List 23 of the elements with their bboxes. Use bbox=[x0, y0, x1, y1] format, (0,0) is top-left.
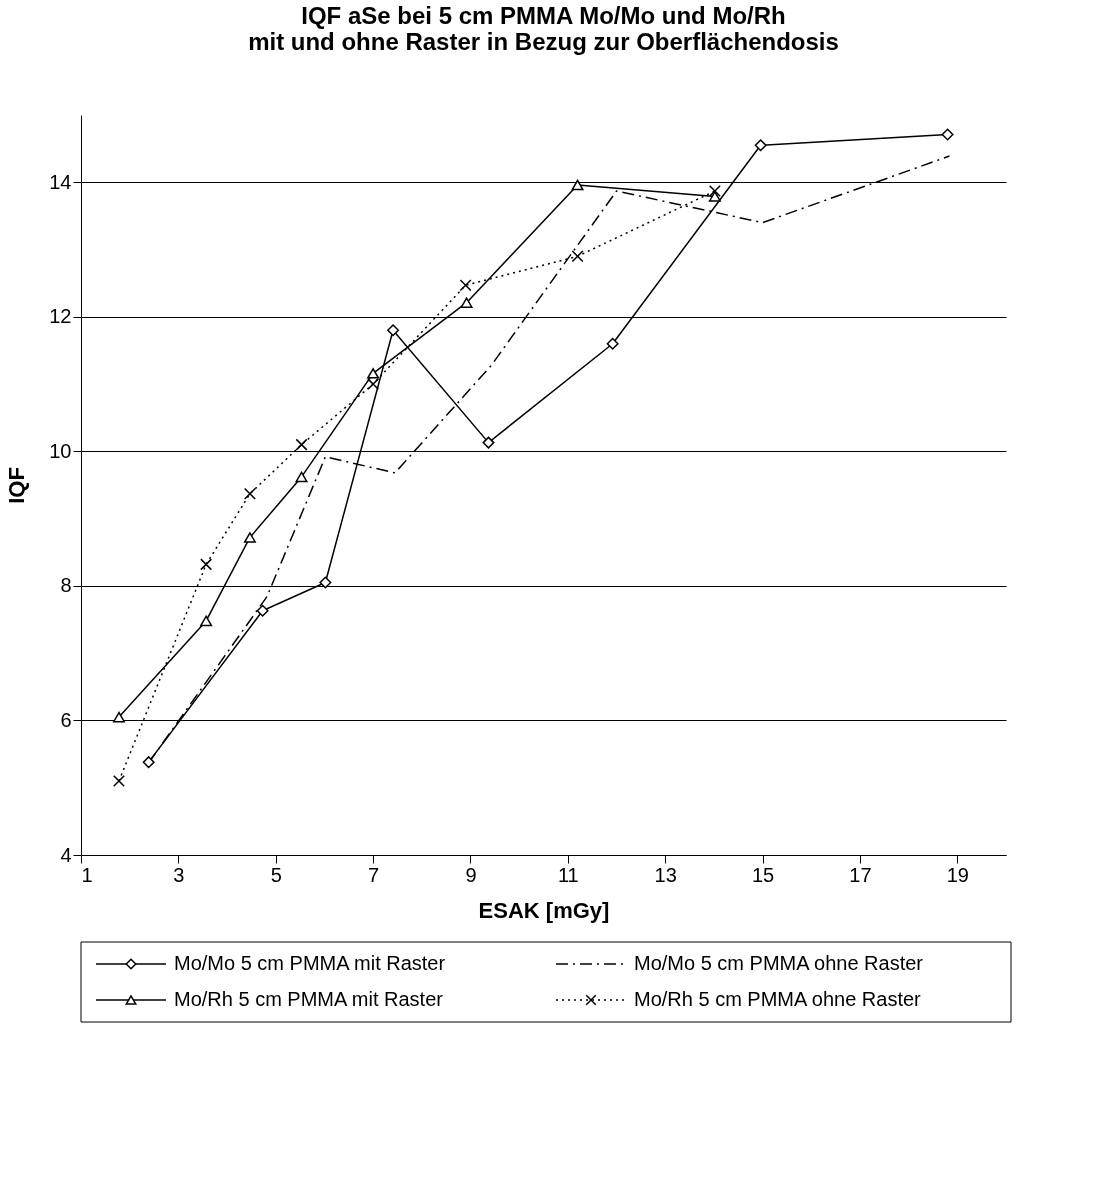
y-axis-title: IQF bbox=[4, 467, 30, 504]
legend-label: Mo/Mo 5 cm PMMA ohne Raster bbox=[634, 952, 924, 974]
legend-label: Mo/Rh 5 cm PMMA mit Raster bbox=[174, 988, 444, 1010]
y-tick-label: 4 bbox=[60, 843, 72, 866]
x-tick-label: 7 bbox=[368, 863, 380, 886]
x-tick-label: 13 bbox=[654, 863, 677, 886]
x-tick-label: 15 bbox=[751, 863, 775, 886]
y-tick-label: 14 bbox=[49, 170, 72, 193]
y-tick-label: 10 bbox=[49, 439, 72, 462]
y-tick-label: 6 bbox=[60, 708, 72, 731]
legend-label: Mo/Rh 5 cm PMMA ohne Raster bbox=[634, 988, 922, 1010]
x-tick-label: 17 bbox=[849, 863, 872, 886]
x-tick-label: 3 bbox=[173, 863, 185, 886]
x-tick-label: 9 bbox=[465, 863, 477, 886]
legend-label: Mo/Mo 5 cm PMMA mit Raster bbox=[174, 952, 446, 974]
y-tick-label: 8 bbox=[60, 574, 72, 597]
y-tick-label: 12 bbox=[49, 305, 72, 328]
x-tick-label: 5 bbox=[270, 863, 282, 886]
x-tick-label: 19 bbox=[946, 863, 969, 886]
x-axis-title: ESAK [mGy] bbox=[478, 897, 610, 923]
chart-title: IQF aSe bei 5 cm PMMA Mo/Mo und Mo/Rh mit und ohne Raster in Bezug zur Oberflächendosis bbox=[248, 2, 839, 55]
x-tick-label: 11 bbox=[557, 863, 579, 886]
x-tick-label: 1 bbox=[81, 863, 93, 886]
